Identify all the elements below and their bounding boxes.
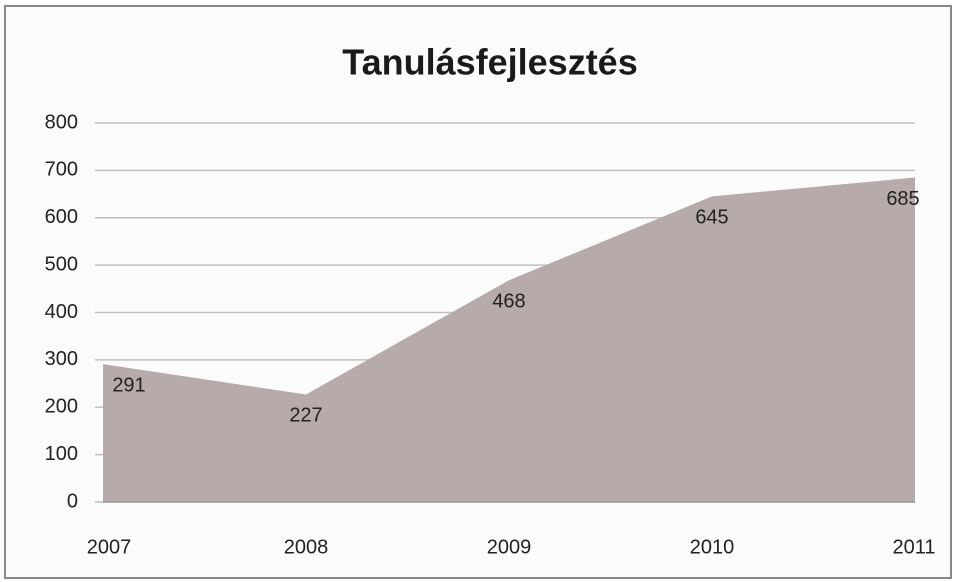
data-label: 685 <box>886 188 919 210</box>
x-tick-label: 2010 <box>690 536 735 558</box>
data-label: 227 <box>289 405 322 427</box>
y-tick-label: 0 <box>67 490 78 512</box>
y-tick-label: 800 <box>45 111 78 133</box>
y-tick-label: 600 <box>45 206 78 228</box>
y-tick-label: 700 <box>45 159 78 181</box>
y-tick-label: 500 <box>45 253 78 275</box>
x-tick-label: 2011 <box>892 536 935 558</box>
area <box>103 177 915 502</box>
x-tick-label: 2009 <box>487 536 532 558</box>
data-label: 645 <box>695 207 728 229</box>
x-tick-label: 2008 <box>284 536 329 558</box>
x-tick-label: 2007 <box>87 536 132 558</box>
data-label: 291 <box>112 374 145 396</box>
y-tick-label: 400 <box>45 301 78 323</box>
chart-title: Tanulásfejlesztés <box>342 42 637 83</box>
y-tick-label: 300 <box>45 348 78 370</box>
data-label: 468 <box>492 291 525 313</box>
y-tick-label: 100 <box>45 443 78 465</box>
y-tick-label: 200 <box>45 396 78 418</box>
